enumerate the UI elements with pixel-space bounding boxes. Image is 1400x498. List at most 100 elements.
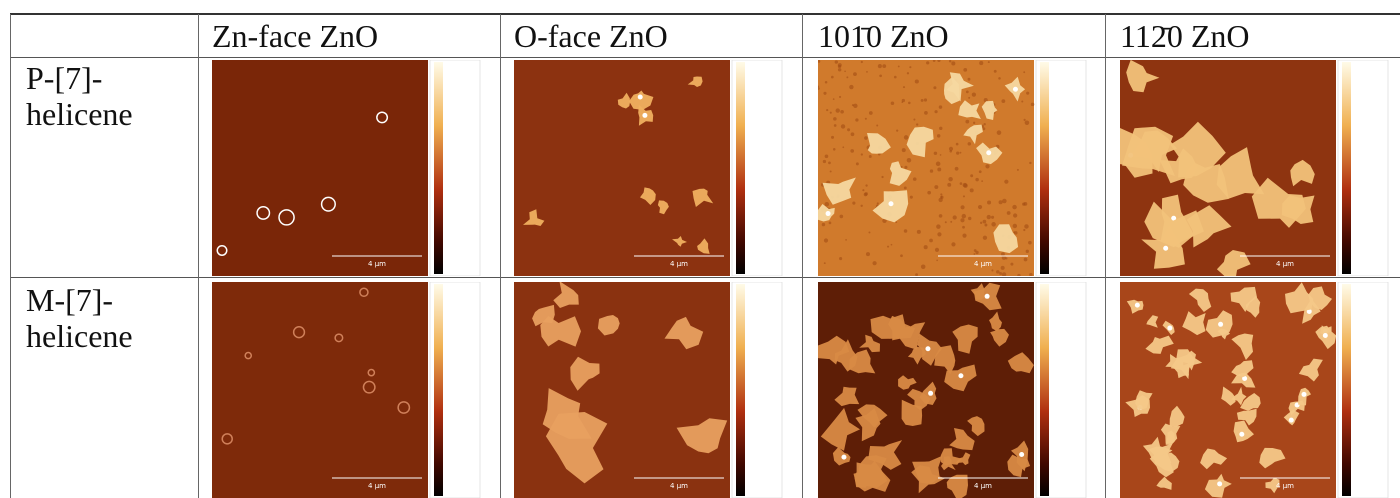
texture [851,132,855,136]
colorbar [434,284,443,496]
texture [1017,169,1019,171]
texture [845,239,847,241]
particle [1239,432,1244,437]
texture [1023,71,1025,73]
texture [824,238,828,242]
rule [500,14,501,498]
texture [961,205,965,209]
texture [979,61,983,65]
texture [927,191,931,195]
texture [947,183,951,187]
texture [981,180,983,182]
texture [1012,205,1016,209]
texture [829,222,832,225]
scale-bar-label: 4 µm [1276,482,1294,490]
particle [1218,322,1223,327]
texture [839,96,841,98]
texture [853,72,857,76]
texture [877,202,879,204]
texture [898,66,900,68]
particle [986,150,991,155]
texture [887,246,889,248]
texture [869,111,873,115]
texture [900,254,903,257]
particle [638,95,643,100]
particle [841,455,846,460]
texture [968,78,971,81]
texture [861,153,863,155]
colorbar [736,62,745,274]
texture [935,248,939,252]
texture [894,76,897,79]
afm-image: 4 µm [514,60,786,276]
texture [825,202,830,207]
particle [985,294,990,299]
texture [975,178,978,181]
texture [979,170,982,173]
texture [823,92,826,95]
texture [994,70,997,73]
texture [921,99,924,102]
row-label: P-[7]-helicene [26,60,156,132]
texture [962,226,965,229]
colorbar [736,284,745,496]
texture [987,200,991,204]
texture [896,129,898,131]
texture [939,127,942,130]
texture [963,195,965,197]
scale-bar-label: 4 µm [368,482,386,490]
texture [938,198,942,202]
column-header: Zn-face ZnO [212,16,378,56]
texture [949,60,951,62]
texture [937,232,941,236]
texture [825,154,829,158]
texture [1028,241,1032,245]
texture [970,188,974,192]
texture [866,71,868,73]
texture [828,161,831,164]
texture [968,217,971,220]
texture [833,148,836,151]
texture [991,222,996,227]
texture [934,185,938,189]
colorbar [1342,284,1351,496]
texture [841,124,845,128]
texture [1013,224,1017,228]
afm-image: 4 µm [514,282,786,498]
texture [862,189,864,191]
texture [926,61,929,64]
rule [10,277,1400,278]
texture [838,68,841,71]
texture [1023,202,1027,206]
texture [1013,231,1015,233]
particle [1323,333,1328,338]
texture [866,252,870,256]
column-header: 101̄0 ZnO [818,16,949,56]
texture [934,110,937,113]
texture [983,236,987,240]
texture [855,118,858,121]
texture [825,81,828,84]
texture [962,234,966,238]
rule [10,57,1400,58]
texture [826,109,828,111]
texture [939,105,942,108]
texture [831,136,834,139]
texture [987,215,991,219]
afm-image: 4 µm [1120,60,1392,276]
texture [956,152,959,155]
texture [835,60,838,63]
texture [853,104,857,108]
particle [1217,481,1222,486]
texture [913,177,917,181]
particle [1167,326,1172,331]
texture [955,167,959,171]
texture [1002,199,1007,204]
texture [951,61,955,65]
row-label: M-[7]-helicene [26,282,156,354]
texture [936,260,938,262]
texture [940,193,942,195]
texture [1021,100,1023,102]
rule [10,13,1400,15]
texture [1010,263,1013,266]
